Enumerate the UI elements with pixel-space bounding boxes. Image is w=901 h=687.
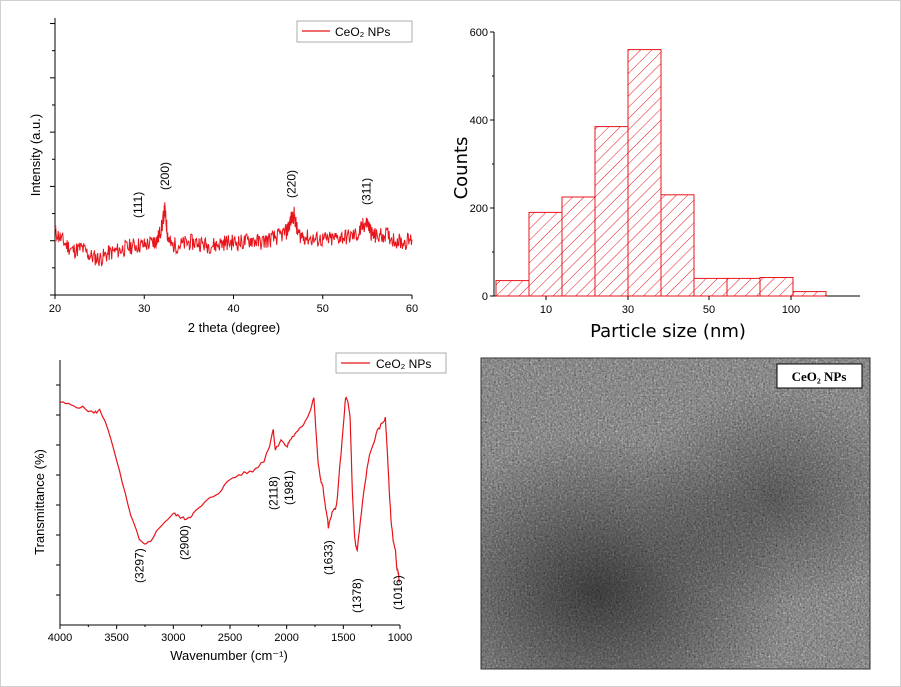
hist-y-tick-label: 0 bbox=[482, 291, 488, 303]
xrd-x-label: 2 theta (degree) bbox=[188, 320, 281, 335]
ftir-peak-label: (1981) bbox=[282, 470, 296, 505]
xrd-x-tick-label: 50 bbox=[317, 303, 329, 315]
xrd-y-label: Intensity (a.u.) bbox=[28, 114, 43, 196]
ftir-y-label: Transmittance (%) bbox=[32, 449, 47, 555]
ftir-peak-annotations: (3297) (2900) (2118) (1981) (1633) (1378) (101… bbox=[133, 470, 406, 613]
xrd-y-ticks bbox=[50, 23, 55, 296]
hist-x-tick-label: 30 bbox=[622, 304, 634, 316]
ftir-x-tick-label: 4000 bbox=[48, 632, 72, 644]
ftir-peak-label: (2118) bbox=[266, 476, 280, 510]
hist-y-label: Counts bbox=[451, 137, 472, 200]
xrd-legend: CeO₂ NPs bbox=[296, 20, 413, 43]
sem-image: CeO₂ NPs bbox=[480, 357, 871, 670]
hist-x-ticks: 10 30 50 100 bbox=[540, 296, 800, 316]
hist-bar bbox=[792, 291, 827, 297]
ftir-peak-label: (3297) bbox=[133, 548, 147, 583]
ftir-legend-label: CeO₂ NPs bbox=[376, 357, 431, 371]
ftir-x-tick-label: 3000 bbox=[161, 632, 185, 644]
ftir-peak-label: (1378) bbox=[350, 578, 364, 613]
ftir-series-line bbox=[59, 396, 400, 583]
hist-x-tick-label: 10 bbox=[540, 304, 552, 316]
xrd-peak-label: (220) bbox=[285, 170, 299, 198]
hist-x-tick-label: 50 bbox=[703, 304, 715, 316]
ftir-x-ticks: 4000 3500 3000 2500 2000 1500 1000 bbox=[48, 625, 412, 644]
ftir-x-label: Wavenumber (cm⁻¹) bbox=[170, 648, 288, 663]
ftir-x-tick-label: 2500 bbox=[218, 632, 242, 644]
hist-x-tick-label: 100 bbox=[782, 304, 800, 316]
xrd-x-tick-label: 30 bbox=[138, 303, 150, 315]
ftir-x-tick-label: 1500 bbox=[331, 632, 355, 644]
hist-y-tick-label: 200 bbox=[470, 203, 488, 215]
ftir-x-tick-label: 1000 bbox=[388, 632, 412, 644]
hist-bar bbox=[528, 211, 563, 297]
hist-bar bbox=[726, 277, 761, 297]
sem-label-box bbox=[776, 363, 863, 389]
ftir-peak-label: (1016) bbox=[391, 575, 405, 610]
ftir-chart: 4000 3500 3000 2500 2000 1500 1000 (3297) (2900… bbox=[32, 352, 447, 663]
ftir-peak-label: (1633) bbox=[321, 540, 335, 575]
xrd-chart: 20 30 40 50 60 (111) (200) (220) (311) 2 theta … bbox=[28, 18, 418, 335]
hist-x-label: Particle size (nm) bbox=[590, 321, 746, 342]
hist-bar bbox=[495, 280, 530, 297]
xrd-peak-label: (311) bbox=[359, 178, 373, 205]
ftir-x-tick-label: 3500 bbox=[104, 632, 128, 644]
xrd-peak-label: (111) bbox=[131, 192, 145, 218]
hist-bars bbox=[495, 49, 827, 297]
hist-bar bbox=[693, 277, 728, 297]
ftir-legend: CeO₂ NPs bbox=[335, 352, 447, 374]
xrd-x-tick-label: 40 bbox=[227, 303, 239, 315]
hist-y-ticks: 0 200 400 600 bbox=[470, 27, 494, 303]
hist-bar bbox=[759, 277, 794, 297]
xrd-peak-label: (200) bbox=[158, 162, 172, 190]
hist-y-tick-label: 400 bbox=[470, 115, 488, 127]
hist-bar bbox=[594, 126, 629, 297]
hist-bar bbox=[561, 196, 596, 297]
sem-label: CeO₂ NPs bbox=[792, 369, 847, 384]
ftir-x-tick-label: 2000 bbox=[274, 632, 298, 644]
xrd-legend-label: CeO₂ NPs bbox=[335, 25, 390, 39]
ftir-peak-label: (2900) bbox=[178, 525, 192, 560]
xrd-series-line bbox=[54, 202, 413, 268]
hist-y-tick-label: 600 bbox=[470, 27, 488, 39]
xrd-x-tick-label: 20 bbox=[49, 303, 61, 315]
hist-bar bbox=[660, 194, 695, 297]
xrd-x-ticks: 20 30 40 50 60 bbox=[49, 295, 418, 315]
xrd-x-tick-label: 60 bbox=[406, 303, 418, 315]
hist-bar bbox=[627, 49, 662, 297]
xrd-peak-annotations: (111) (200) (220) (311) bbox=[131, 162, 373, 218]
ftir-y-ticks bbox=[56, 384, 60, 596]
